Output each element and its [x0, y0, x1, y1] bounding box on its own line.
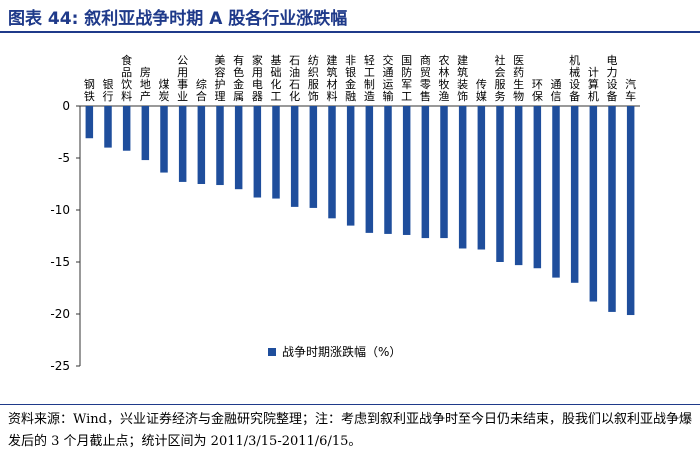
- bar: [197, 106, 206, 184]
- bar: [514, 106, 523, 266]
- bar: [160, 106, 168, 173]
- bar: [402, 106, 411, 235]
- bar: [589, 106, 598, 302]
- category-label: 机械设备: [569, 53, 580, 103]
- category-label: 社会服务: [495, 53, 506, 103]
- category-label: 交通运输: [383, 53, 394, 103]
- category-label: 石油石化: [289, 54, 300, 103]
- legend-swatch: [268, 348, 276, 356]
- bar: [458, 106, 467, 249]
- bar: [496, 106, 504, 262]
- footer-divider: [0, 404, 700, 405]
- category-label: 食品饮料: [121, 53, 132, 103]
- category-label: 建筑装饰: [457, 53, 468, 103]
- legend-label: 战争时期涨跌幅（%）: [282, 344, 401, 359]
- category-label: 农林牧渔: [439, 53, 450, 103]
- bar: [85, 106, 94, 139]
- category-label: 轻工制造: [364, 53, 375, 103]
- bar: [384, 106, 392, 234]
- y-tick-label: -20: [50, 307, 70, 321]
- y-tick-label: -15: [50, 255, 70, 269]
- bar: [272, 106, 280, 199]
- title-divider: [0, 31, 700, 33]
- category-label: 建筑材料: [327, 53, 338, 103]
- category-label: 房地产: [140, 66, 151, 103]
- category-label: 医药生物: [513, 54, 524, 103]
- category-label: 汽车: [625, 77, 636, 103]
- bar: [346, 106, 355, 226]
- category-label: 计算机: [588, 66, 599, 103]
- category-label: 国防军工: [401, 54, 412, 103]
- bar: [122, 106, 131, 151]
- category-label: 钢铁: [84, 78, 95, 103]
- bar: [477, 106, 486, 250]
- bar: [253, 106, 262, 198]
- category-label: 纺织服饰: [308, 53, 319, 103]
- y-tick-label: -25: [50, 359, 70, 373]
- category-label: 环保: [532, 78, 543, 103]
- category-label: 美容护理: [215, 54, 226, 103]
- bar: [178, 106, 187, 182]
- category-label: 传媒: [476, 78, 487, 103]
- category-label: 公用事业: [177, 54, 188, 103]
- category-label: 基础化工: [271, 54, 282, 103]
- y-tick-label: -5: [58, 151, 70, 165]
- category-label: 银行: [103, 77, 114, 103]
- bar: [216, 106, 224, 186]
- bar: [290, 106, 299, 207]
- category-label: 煤炭: [159, 78, 170, 103]
- category-label: 商贸零售: [420, 53, 431, 103]
- category-label: 综合: [196, 77, 207, 103]
- chart-title: 图表 44: 叙利亚战争时期 A 股各行业涨跌幅: [8, 9, 348, 29]
- y-tick-label: -10: [50, 203, 70, 217]
- bar-chart: 0 -5 -10 -15 -20 -25 钢铁银行食品饮料房地产煤炭公用事业综合美容护理有色…: [50, 53, 640, 373]
- bar: [234, 106, 243, 190]
- bar: [570, 106, 579, 283]
- source-note: 资料来源：Wind，兴业证券经济与金融研究院整理；注：考虑到叙利亚战争时至今日仍…: [8, 412, 692, 449]
- bar: [309, 106, 318, 208]
- header: 图表 44: 叙利亚战争时期 A 股各行业涨跌幅: [0, 0, 700, 33]
- category-label: 电力设备: [607, 54, 618, 103]
- bar: [533, 106, 542, 269]
- bar: [552, 106, 560, 278]
- bar: [328, 106, 336, 219]
- category-label: 家用电器: [252, 53, 263, 103]
- bar: [365, 106, 374, 233]
- bar: [421, 106, 430, 239]
- category-label: 通信: [551, 78, 562, 103]
- category-label: 有色金属: [233, 53, 244, 103]
- bar: [141, 106, 150, 161]
- bar: [626, 106, 635, 316]
- category-label: 非银金融: [345, 54, 356, 103]
- bar: [608, 106, 616, 312]
- bar: [104, 106, 112, 148]
- bar: [440, 106, 448, 239]
- y-tick-label: 0: [62, 99, 70, 113]
